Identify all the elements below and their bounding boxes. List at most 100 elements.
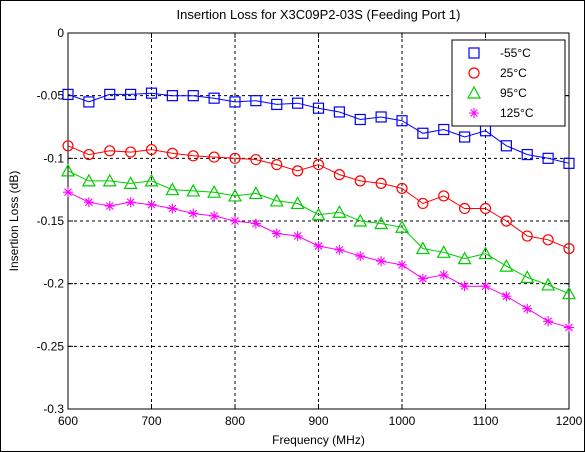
data-point-triangle — [415, 241, 430, 255]
data-point-triangle — [123, 176, 138, 189]
star-glyph — [522, 303, 533, 314]
data-point-circle — [468, 67, 480, 79]
data-point-square — [229, 96, 241, 108]
data-point-square — [375, 111, 387, 123]
star-glyph — [459, 281, 470, 292]
star-glyph — [188, 208, 199, 219]
star-glyph — [146, 199, 157, 210]
data-point-circle — [187, 150, 199, 162]
star-glyph — [397, 259, 407, 270]
star-glyph — [438, 269, 449, 280]
data-point-triangle — [499, 258, 514, 272]
data-point-star — [417, 273, 428, 284]
data-point-triangle — [81, 173, 96, 187]
data-point-circle — [500, 215, 512, 227]
data-point-square — [292, 97, 304, 109]
data-point-star — [564, 322, 574, 333]
data-point-square — [104, 88, 116, 101]
star-glyph — [501, 291, 512, 302]
data-point-triangle — [186, 183, 201, 197]
data-point-circle — [312, 159, 325, 171]
legend-item: 95°C — [466, 85, 527, 100]
star-glyph — [376, 256, 387, 267]
data-point-triangle — [394, 220, 410, 233]
data-point-circle — [375, 177, 387, 189]
star-glyph — [167, 203, 178, 214]
data-point-circle — [229, 152, 241, 164]
data-point-star — [480, 281, 491, 292]
data-point-square — [417, 127, 429, 139]
data-point-square — [208, 92, 220, 104]
data-point-triangle — [102, 173, 117, 187]
data-point-circle — [417, 197, 429, 210]
series-2 — [62, 140, 575, 255]
data-point-star — [376, 256, 387, 267]
y-tick-label: -0.3 — [43, 402, 64, 416]
x-axis-label: Frequency (MHz) — [272, 433, 365, 447]
legend-label: 25°C — [500, 66, 527, 80]
series-group — [60, 87, 577, 333]
data-point-star — [397, 259, 407, 270]
series-line — [67, 170, 570, 295]
data-point-square — [563, 157, 575, 169]
data-point-circle — [521, 230, 533, 242]
data-point-square — [521, 148, 533, 161]
data-point-circle — [438, 190, 450, 202]
data-point-circle — [396, 182, 408, 195]
data-point-star — [313, 241, 324, 252]
data-point-circle — [145, 143, 158, 156]
data-point-square — [166, 90, 178, 102]
data-point-star — [83, 197, 94, 208]
data-point-triangle — [311, 207, 326, 221]
y-tick-label: -0.2 — [43, 277, 64, 291]
data-point-square — [312, 102, 325, 114]
y-tick-label: -0.05 — [37, 89, 65, 103]
data-point-triangle — [248, 186, 263, 200]
y-tick-label: -0.15 — [37, 214, 65, 228]
x-tick-label: 800 — [225, 414, 245, 428]
y-tick-label: 0 — [57, 26, 64, 40]
data-point-triangle — [207, 184, 222, 198]
data-point-square — [83, 96, 95, 108]
star-glyph — [334, 244, 345, 255]
data-point-star — [230, 216, 240, 226]
legend-label: -55°C — [500, 46, 531, 60]
series-3 — [60, 163, 577, 300]
star-glyph — [480, 281, 491, 292]
legend: -55°C 25°C 95°C 125°C — [451, 39, 566, 127]
data-point-star — [63, 187, 73, 198]
legend-item: 125°C — [469, 106, 534, 120]
y-tick-label: -0.1 — [43, 151, 64, 165]
data-point-circle — [83, 148, 95, 161]
data-point-square — [271, 98, 283, 111]
data-point-star — [459, 281, 470, 292]
data-point-square — [500, 140, 512, 152]
data-point-triangle — [227, 188, 243, 202]
data-point-triangle — [60, 163, 76, 177]
data-point-circle — [125, 146, 137, 158]
data-point-triangle — [269, 193, 284, 207]
data-point-star — [438, 269, 449, 280]
star-glyph — [250, 218, 261, 229]
data-point-star — [501, 291, 512, 302]
data-point-star — [522, 303, 533, 314]
star-glyph — [355, 251, 366, 262]
data-point-star — [334, 244, 345, 255]
data-point-circle — [271, 159, 283, 171]
data-point-square — [250, 95, 262, 107]
data-point-square — [125, 88, 137, 101]
data-point-square — [187, 90, 199, 102]
data-point-square — [333, 106, 345, 118]
data-point-star — [469, 108, 479, 118]
data-point-triangle — [144, 173, 159, 187]
data-point-triangle — [478, 246, 493, 260]
data-point-circle — [104, 145, 116, 157]
legend-item: -55°C — [468, 46, 531, 60]
x-tick-label: 600 — [58, 414, 78, 428]
star-glyph — [469, 108, 479, 118]
axis-ticks: 600 700 800 900 1000 1100 1200 0 -0.05 -0.1 -0.15 -… — [37, 26, 583, 428]
data-point-square — [542, 152, 554, 164]
star-glyph — [417, 273, 428, 284]
data-point-star — [188, 208, 199, 219]
